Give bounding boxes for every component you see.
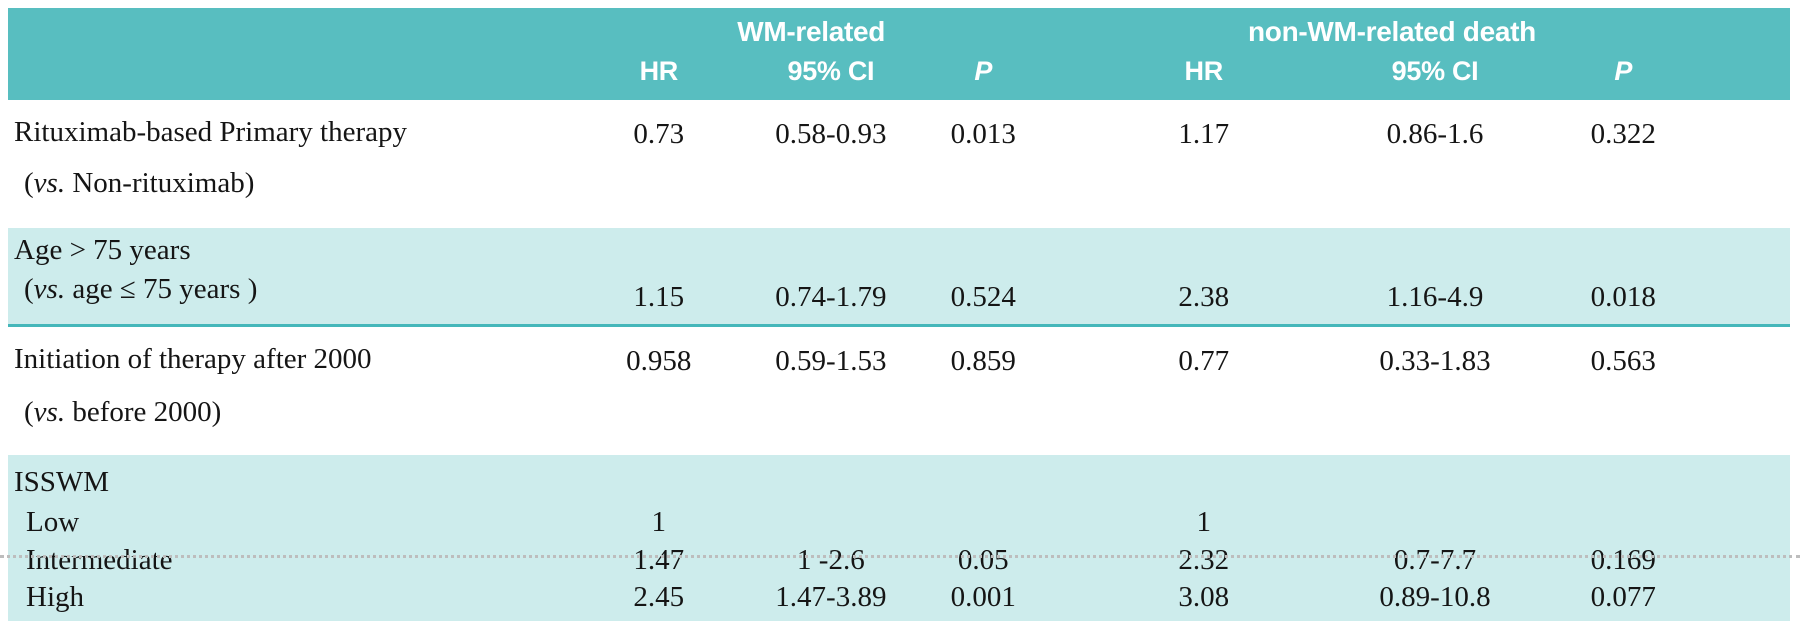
cell-age-nonwm-hr: 2.38 <box>1058 228 1349 327</box>
cell-isswm-high-wm-p: 0.001 <box>907 579 1059 621</box>
group-header-nonwm: non-WM-related death <box>1058 8 1726 50</box>
cell-initiation-nonwm-ci: 0.33-1.83 <box>1348 325 1522 455</box>
cell-isswm-intermediate-wm-ci: 1 -2.6 <box>753 541 908 579</box>
paper-table-page: { "header": { "group_wm": "WM-related", … <box>0 8 1800 621</box>
column-header-wm-ci: 95% CI <box>753 50 908 100</box>
cell-age-wm-hr: 1.15 <box>563 228 754 327</box>
group-header-wm: WM-related <box>563 8 1059 50</box>
table-row-isswm-high: High 2.45 1.47-3.89 0.001 3.08 0.89-10.8… <box>8 579 1790 621</box>
row-label-line2: (vs. before 2000) <box>24 396 222 428</box>
cell-initiation-nonwm-hr: 0.77 <box>1058 325 1349 455</box>
group-header-spacer <box>8 8 564 50</box>
cell-age-wm-p: 0.524 <box>907 228 1059 327</box>
column-header-wm-p: P <box>907 50 1059 100</box>
column-header-wm-hr: HR <box>563 50 754 100</box>
cell-isswm-low-wm-hr: 1 <box>563 503 754 541</box>
column-header-pad <box>1725 50 1790 100</box>
row-label-line2: (vs. Non-rituximab) <box>24 167 255 199</box>
row-label-rituximab: Rituximab-based Primary therapy (vs. Non… <box>8 100 564 228</box>
cell-rituximab-wm-p: 0.013 <box>907 100 1059 228</box>
table-row-initiation: Initiation of therapy after 2000 (vs. be… <box>8 325 1790 455</box>
hazard-ratio-table: WM-related non-WM-related death HR 95% C… <box>8 8 1790 621</box>
table-header: WM-related non-WM-related death HR 95% C… <box>8 8 1790 100</box>
cell-rituximab-nonwm-ci: 0.86-1.6 <box>1348 100 1522 228</box>
row-label-line1: Rituximab-based Primary therapy <box>14 116 408 148</box>
cell-isswm-intermediate-wm-hr: 1.47 <box>563 541 754 579</box>
cell-rituximab-nonwm-p: 0.322 <box>1521 100 1726 228</box>
table-row-isswm-intermediate: Intermediate 1.47 1 -2.6 0.05 2.32 0.7-7… <box>8 541 1790 579</box>
row-label-line2: (vs. age ≤ 75 years ) <box>24 273 258 305</box>
column-header-spacer <box>8 50 564 100</box>
cell-isswm-high-wm-ci: 1.47-3.89 <box>753 579 908 621</box>
cell-initiation-wm-ci: 0.59-1.53 <box>753 325 908 455</box>
table-row-isswm: ISSWM <box>8 455 1790 503</box>
row-label-isswm-high: High <box>8 579 564 621</box>
row-label-line1: Age > 75 years <box>14 234 191 266</box>
cell-rituximab-wm-hr: 0.73 <box>563 100 754 228</box>
cell-initiation-nonwm-p: 0.563 <box>1521 325 1726 455</box>
cell-isswm-intermediate-nonwm-ci: 0.7-7.7 <box>1348 541 1522 579</box>
column-header-nonwm-ci: 95% CI <box>1348 50 1522 100</box>
cell-isswm-low-nonwm-hr: 1 <box>1058 503 1349 541</box>
cell-rituximab-nonwm-hr: 1.17 <box>1058 100 1349 228</box>
column-header-row: HR 95% CI P HR 95% CI P <box>8 50 1790 100</box>
column-header-nonwm-hr: HR <box>1058 50 1349 100</box>
row-label-initiation: Initiation of therapy after 2000 (vs. be… <box>8 325 564 455</box>
cell-age-wm-ci: 0.74-1.79 <box>753 228 908 327</box>
table-row-isswm-low: Low 1 1 <box>8 503 1790 541</box>
row-label-isswm-low: Low <box>8 503 564 541</box>
cell-isswm-high-wm-hr: 2.45 <box>563 579 754 621</box>
cell-isswm-intermediate-nonwm-p: 0.169 <box>1521 541 1726 579</box>
bottom-edge-line <box>0 555 1800 558</box>
row-label-age: Age > 75 years (vs. age ≤ 75 years ) <box>8 228 564 327</box>
group-header-row: WM-related non-WM-related death <box>8 8 1790 50</box>
cell-rituximab-wm-ci: 0.58-0.93 <box>753 100 908 228</box>
cell-initiation-wm-p: 0.859 <box>907 325 1059 455</box>
row-label-line1: Initiation of therapy after 2000 <box>14 343 372 375</box>
cell-isswm-intermediate-wm-p: 0.05 <box>907 541 1059 579</box>
cell-isswm-high-nonwm-hr: 3.08 <box>1058 579 1349 621</box>
row-label-isswm: ISSWM <box>8 455 564 503</box>
table-row-rituximab: Rituximab-based Primary therapy (vs. Non… <box>8 100 1790 228</box>
cell-age-nonwm-ci: 1.16-4.9 <box>1348 228 1522 327</box>
table-row-age: Age > 75 years (vs. age ≤ 75 years ) 1.1… <box>8 228 1790 327</box>
row-label-isswm-intermediate: Intermediate <box>8 541 564 579</box>
group-header-pad <box>1725 8 1790 50</box>
cell-initiation-wm-hr: 0.958 <box>563 325 754 455</box>
cell-isswm-intermediate-nonwm-hr: 2.32 <box>1058 541 1349 579</box>
column-header-nonwm-p: P <box>1521 50 1726 100</box>
cell-isswm-high-nonwm-ci: 0.89-10.8 <box>1348 579 1522 621</box>
cell-age-nonwm-p: 0.018 <box>1521 228 1726 327</box>
cell-isswm-high-nonwm-p: 0.077 <box>1521 579 1726 621</box>
